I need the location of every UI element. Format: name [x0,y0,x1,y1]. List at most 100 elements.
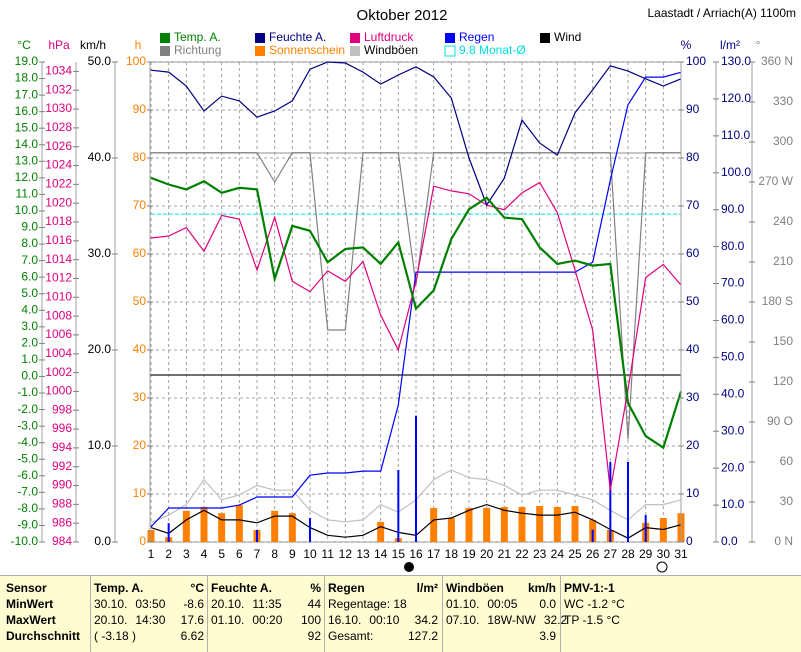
cell-text: Temp. A. [94,580,144,595]
table-cell: Regentage: 18 [328,596,438,611]
y-tick-label: 80 [133,150,147,164]
x-tick-label: 25 [568,547,582,561]
x-tick-label: 13 [356,547,370,561]
y-tick-label: 4.0 [21,302,38,316]
cell-text: Sensor [6,580,47,595]
y-tick-label: 10 [686,486,700,500]
cell-text: l/m² [416,580,438,595]
axis-unit: km/h [80,38,106,52]
x-tick-label: 9 [289,547,296,561]
cell-text: MaxWert [6,612,56,627]
cell-text: 07.10. [446,612,480,627]
sunshine-bar [288,513,296,542]
table-cell: Sensor [6,580,88,595]
x-tick-label: 31 [674,547,688,561]
x-tick-label: 12 [339,547,353,561]
y-tick-label: 1024 [45,158,72,172]
moon-new [404,562,414,572]
cell-text: 11:35 [252,596,282,611]
table-cell: WC -1.2 °C [564,596,676,611]
x-tick-label: 17 [427,547,441,561]
y-tick-label: -5.0 [17,451,38,465]
y-tick-label: 100 [686,54,706,68]
y-tick-label: 70 [133,198,147,212]
y-tick-label: 60.0 [721,313,745,327]
y-tick-label: 996 [52,421,72,435]
legend-swatch [445,33,455,43]
moon-full [656,561,668,573]
column-separator [207,576,208,652]
y-tick-label: 1022 [45,177,72,191]
x-tick-label: 2 [165,547,172,561]
legend-swatch [350,46,360,56]
y-tick-label: 1032 [45,82,72,96]
legend-swatch [540,33,550,43]
y-tick-label: 40 [133,342,147,356]
table-cell: MinWert [6,596,88,611]
cell-text: MinWert [6,596,54,611]
daily-rain-bar [256,529,258,542]
sunshine-bar [271,510,279,542]
y-tick-label: 60 [780,454,794,468]
column-separator [324,576,325,652]
table-cell: 30.10. 03:50 -8.6 [94,596,204,611]
y-tick-label: 984 [52,534,72,548]
table-cell: 3.9 [446,628,556,643]
axis-unit: l/m² [720,38,740,52]
y-tick-label: 1.0 [21,352,38,366]
axis-unit: h [135,38,142,52]
chart-title: Oktober 2012 [357,7,448,24]
table-cell: Durchschnitt [6,628,88,643]
cell-text: Regen [328,580,365,595]
legend-label: Sonnenschein [269,43,345,57]
x-tick-label: 23 [533,547,547,561]
axis-unit: ° [756,38,761,52]
series-line [150,181,682,491]
cell-text: 44 [307,596,321,611]
y-tick-label: 20.0 [88,342,112,356]
column-separator [90,576,91,652]
y-tick-label: 1018 [45,214,72,228]
cell-text: 00:10 [369,612,400,627]
table-cell: 01.10. 00:20 100 [211,612,321,627]
sunshine-bar [500,506,508,542]
axis-unit: hPa [48,38,70,52]
y-tick-label: 360 N [761,54,793,68]
y-tick-label: 270 W [758,174,793,188]
y-tick-label: 994 [52,440,72,454]
cell-text: 127.2 [407,628,438,643]
legend-label: Temp. A. [174,30,221,44]
daily-rain-bar [609,461,612,542]
y-tick-label: 1002 [45,365,72,379]
table-cell: Windböen km/h [446,580,556,595]
chart: °C -10.0 -9.0 -8.0 -7.0 -6.0 -5.0 -4.0 -3.0 -2.0 -… [11,6,796,573]
cell-text: 03:50 [135,596,166,611]
y-tick-label: 1026 [45,139,72,153]
y-tick-label: 40.0 [721,386,745,400]
legend-label: 9.8 Monat-Ø [459,43,526,57]
daily-rain-bar [167,523,170,542]
x-tick-label: 3 [183,547,190,561]
y-tick-label: 1034 [45,64,72,78]
y-tick-label: 8.0 [21,236,38,250]
y-tick-label: 70.0 [721,276,745,290]
x-tick-label: 11 [321,547,334,561]
y-tick-label: 10.0 [721,497,745,511]
sunshine-bar [182,510,190,542]
y-tick-label: 100 [126,54,146,68]
cell-text: Durchschnitt [6,628,81,643]
x-tick-label: 16 [409,547,423,561]
series-line [150,61,682,207]
y-tick-label: -10.0 [11,534,39,548]
x-tick-label: 10 [303,547,317,561]
y-tick-label: 19.0 [15,54,39,68]
y-tick-label: 9.0 [21,220,38,234]
x-tick-label: 18 [445,547,459,561]
y-tick-label: 5.0 [21,286,38,300]
y-tick-label: 988 [52,497,72,511]
x-tick-label: 14 [374,547,388,561]
y-tick-label: 11.0 [16,187,39,201]
y-tick-label: 50 [686,294,700,308]
cell-text: 20.10. [211,596,245,611]
y-tick-label: 1030 [45,101,72,115]
